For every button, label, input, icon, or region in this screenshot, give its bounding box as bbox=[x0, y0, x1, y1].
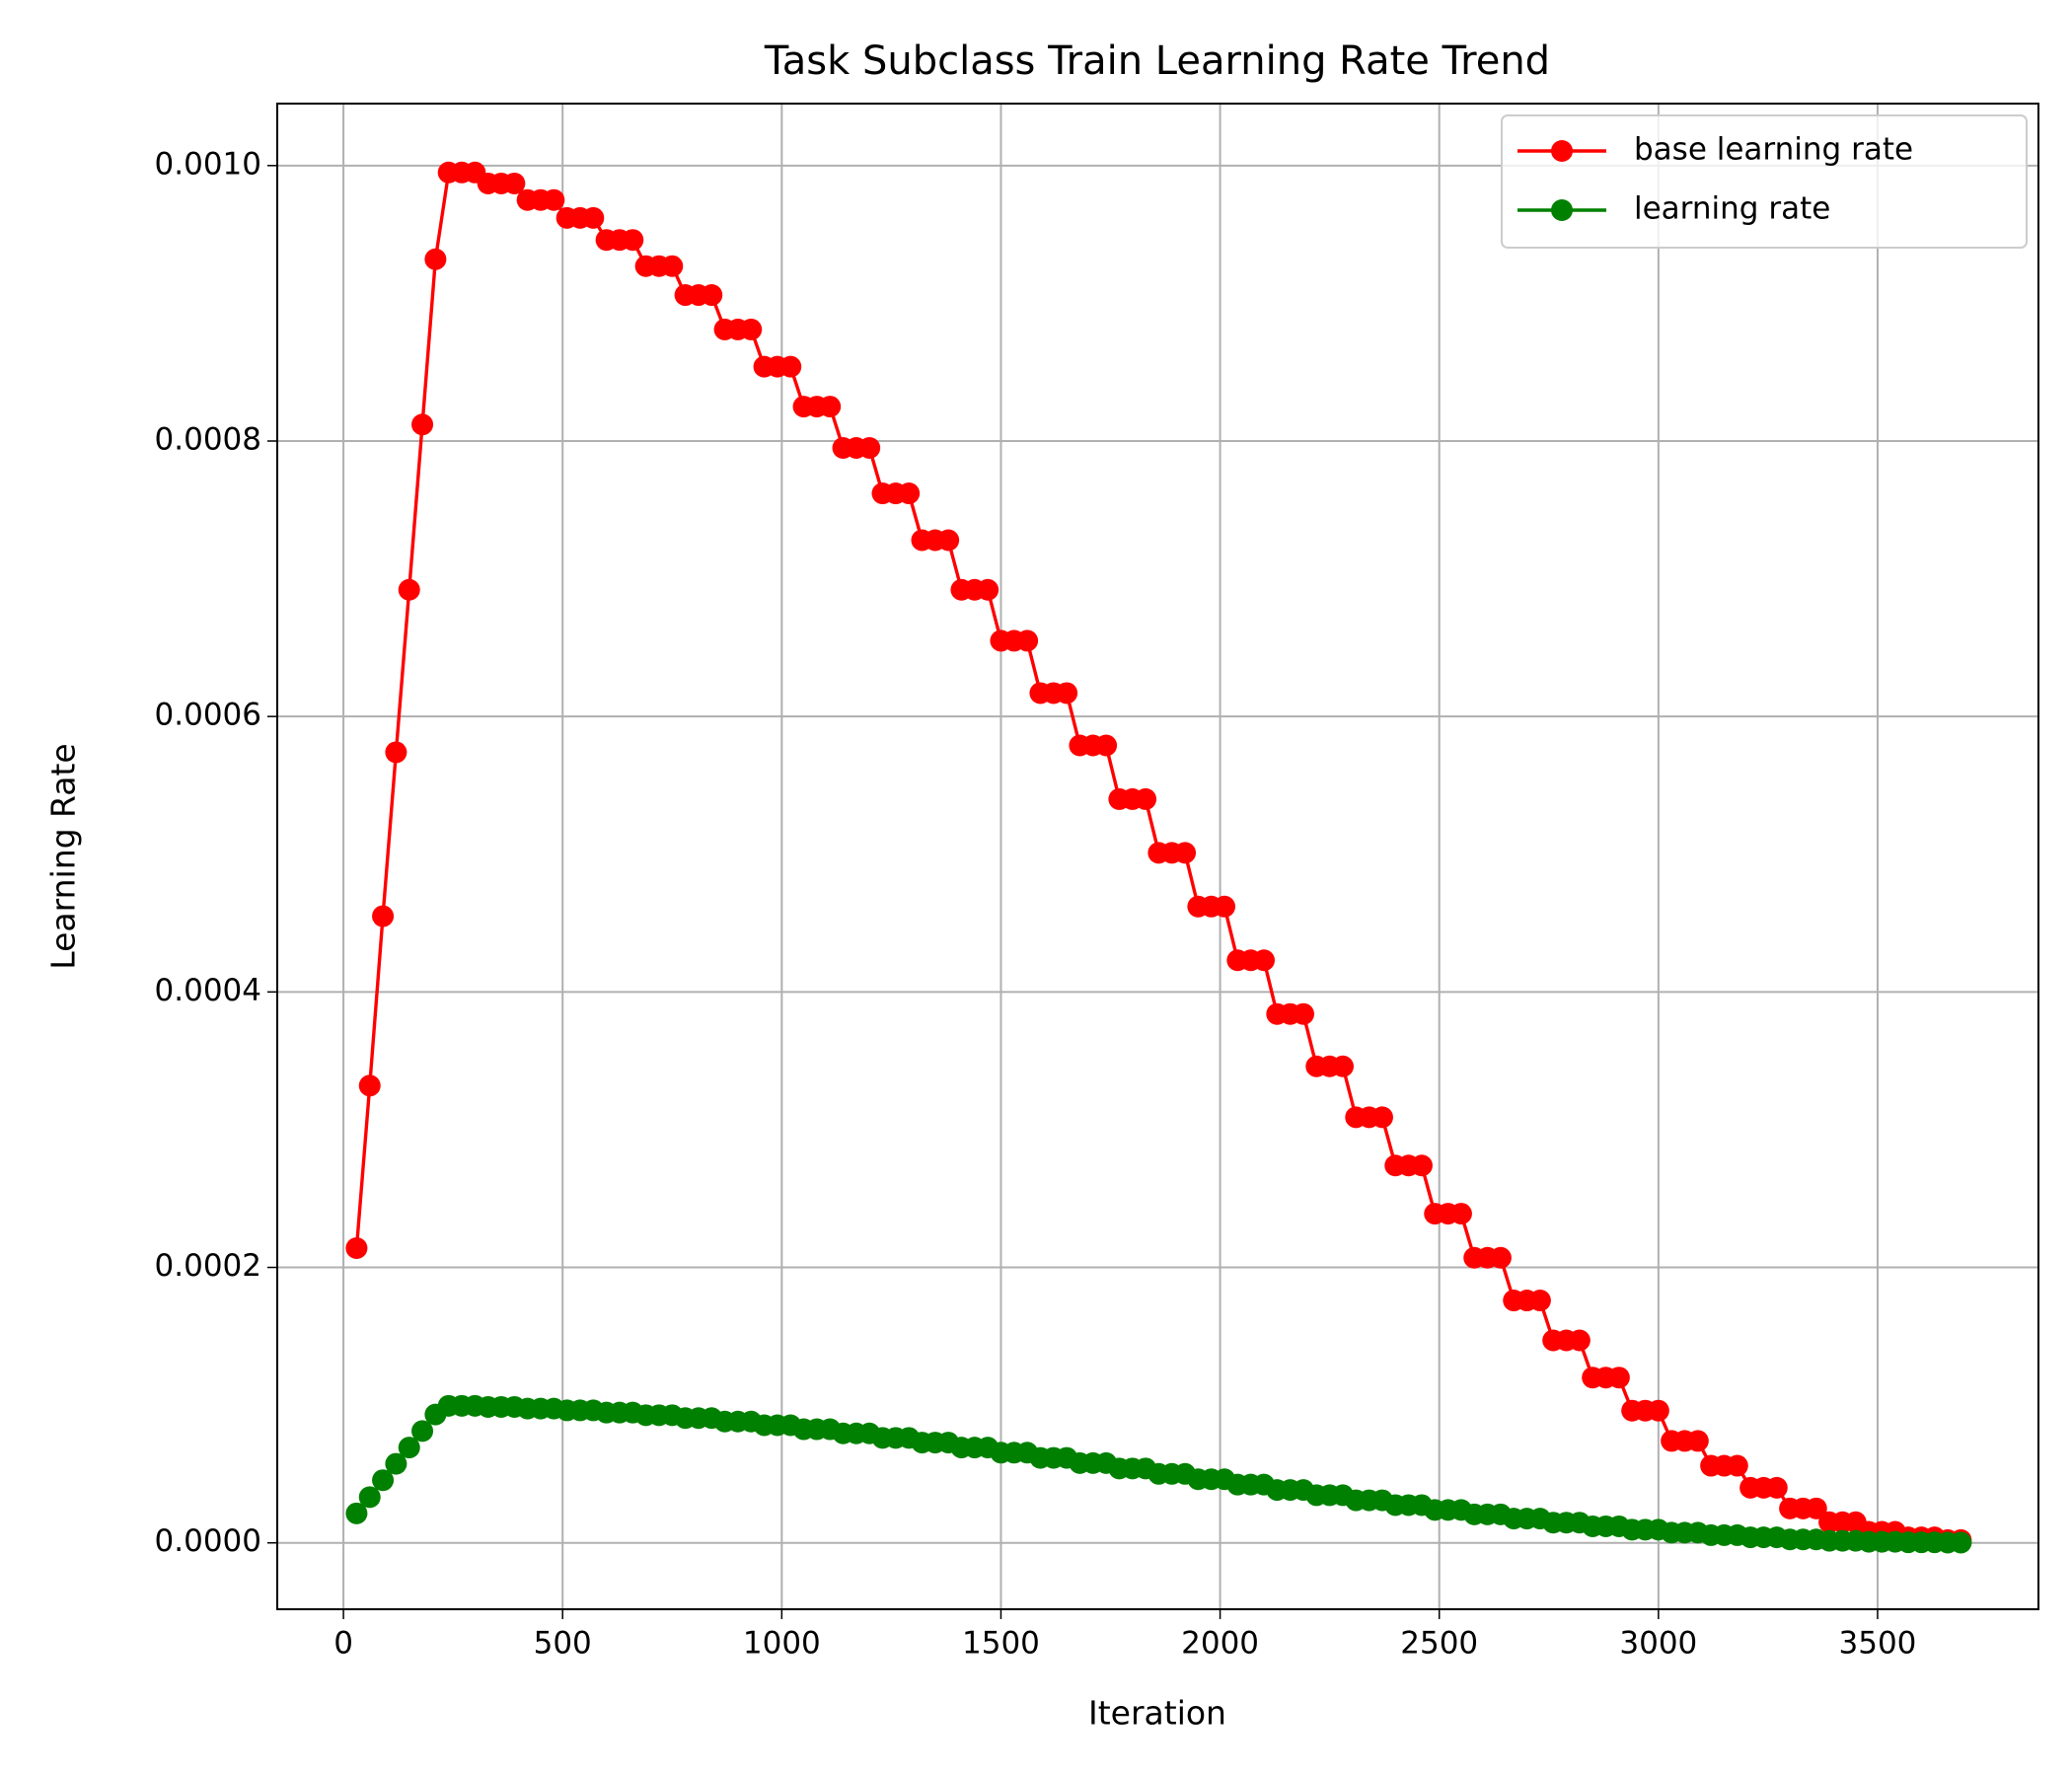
point bbox=[411, 1420, 434, 1443]
point bbox=[358, 1074, 381, 1097]
point bbox=[398, 1437, 420, 1459]
y-tick-label: 0.0006 bbox=[155, 698, 261, 733]
plot-frame bbox=[276, 103, 2039, 1610]
point bbox=[1214, 895, 1236, 918]
point bbox=[582, 206, 605, 229]
point bbox=[543, 188, 565, 211]
point bbox=[503, 172, 526, 194]
point bbox=[345, 1236, 368, 1259]
chart-title: Task Subclass Train Learning Rate Trend bbox=[764, 38, 1550, 84]
point bbox=[858, 436, 881, 459]
point bbox=[1174, 842, 1197, 864]
point bbox=[819, 396, 842, 418]
point bbox=[1647, 1399, 1669, 1422]
point bbox=[1095, 734, 1118, 757]
legend-box bbox=[1501, 114, 2028, 249]
point bbox=[372, 905, 395, 927]
point bbox=[701, 284, 723, 307]
y-tick-label: 0.0000 bbox=[155, 1523, 261, 1559]
point bbox=[937, 529, 960, 552]
point bbox=[1568, 1329, 1591, 1352]
point bbox=[1449, 1203, 1472, 1225]
y-tick-label: 0.0004 bbox=[155, 973, 261, 1008]
point bbox=[424, 248, 447, 270]
point bbox=[1950, 1531, 1972, 1554]
point bbox=[1253, 949, 1276, 972]
x-tick-label: 2000 bbox=[1181, 1626, 1259, 1662]
legend-marker bbox=[1551, 199, 1573, 221]
x-tick-label: 0 bbox=[333, 1626, 353, 1662]
x-tick-label: 500 bbox=[534, 1626, 592, 1662]
point bbox=[1607, 1367, 1630, 1389]
point bbox=[1331, 1055, 1354, 1077]
legend-marker bbox=[1551, 140, 1573, 162]
point bbox=[1489, 1246, 1512, 1269]
x-tick-label: 3000 bbox=[1619, 1626, 1697, 1662]
point bbox=[1686, 1430, 1709, 1452]
point bbox=[1056, 682, 1078, 704]
legend-label: base learning rate bbox=[1634, 132, 1913, 168]
point bbox=[358, 1486, 381, 1509]
point bbox=[345, 1502, 368, 1524]
legend-label: learning rate bbox=[1634, 191, 1830, 227]
y-tick-label: 0.0002 bbox=[155, 1248, 261, 1284]
point bbox=[1135, 787, 1157, 810]
point bbox=[779, 355, 802, 378]
point bbox=[1016, 629, 1039, 652]
point bbox=[898, 482, 921, 505]
point bbox=[1410, 1154, 1433, 1177]
point bbox=[398, 578, 420, 601]
point bbox=[661, 255, 684, 277]
x-tick-label: 1500 bbox=[962, 1626, 1040, 1662]
point bbox=[385, 1452, 407, 1475]
x-tick-label: 2500 bbox=[1400, 1626, 1478, 1662]
legend: base learning rate learning rate bbox=[1501, 114, 2028, 249]
point bbox=[372, 1469, 395, 1492]
point bbox=[411, 413, 434, 436]
x-tick-label: 1000 bbox=[743, 1626, 821, 1662]
y-tick-label: 0.0008 bbox=[155, 421, 261, 457]
point bbox=[977, 578, 999, 601]
point bbox=[1528, 1290, 1551, 1312]
y-axis-label: Learning Rate bbox=[44, 743, 83, 969]
point bbox=[740, 318, 763, 340]
point bbox=[1765, 1476, 1788, 1499]
point bbox=[1370, 1106, 1393, 1129]
x-axis-label: Iteration bbox=[1088, 1694, 1226, 1733]
x-tick-label: 3500 bbox=[1839, 1626, 1917, 1662]
y-tick-label: 0.0010 bbox=[155, 146, 261, 182]
point bbox=[385, 741, 407, 764]
point bbox=[1292, 1002, 1314, 1025]
point bbox=[1726, 1454, 1748, 1477]
point bbox=[622, 229, 644, 252]
point bbox=[1805, 1497, 1827, 1519]
